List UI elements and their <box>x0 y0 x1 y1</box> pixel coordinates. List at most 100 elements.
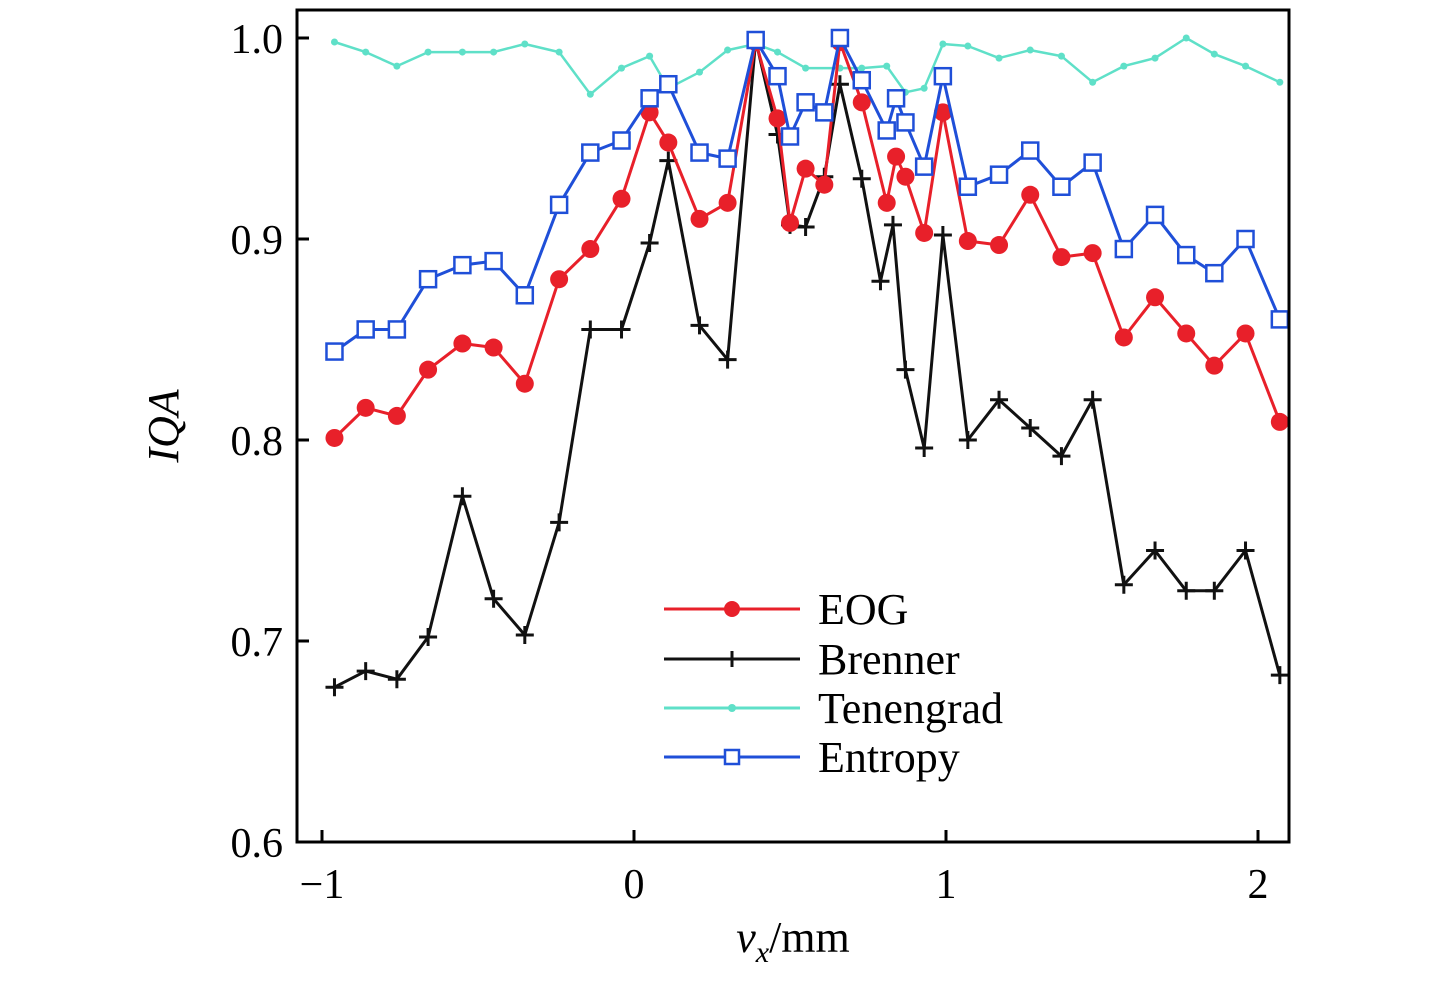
point-brenner-22 <box>883 215 902 234</box>
series-brenner <box>325 31 1289 697</box>
point-eog-4 <box>453 334 472 353</box>
point-brenner-30 <box>1083 390 1102 409</box>
x-tick-label-0: −1 <box>300 862 345 908</box>
point-tenengrad-32 <box>1242 62 1250 70</box>
point-entropy-21 <box>877 121 896 140</box>
point-entropy-23 <box>896 113 915 132</box>
point-eog-29 <box>1052 248 1071 267</box>
point-eog-10 <box>640 103 659 122</box>
x-axis-label: vx/mm <box>736 913 850 969</box>
point-tenengrad-29 <box>1151 54 1159 62</box>
x-axis-var: v <box>736 913 756 962</box>
point-tenengrad-16 <box>802 64 810 72</box>
point-entropy-8 <box>581 143 600 162</box>
point-tenengrad-19 <box>883 62 891 70</box>
point-entropy-9 <box>612 131 631 150</box>
point-eog-8 <box>581 240 600 259</box>
point-eog-28 <box>1021 185 1040 204</box>
point-tenengrad-25 <box>1026 46 1034 54</box>
point-entropy-2 <box>387 320 407 339</box>
point-tenengrad-5 <box>490 48 498 56</box>
point-tenengrad-21 <box>920 84 928 92</box>
point-eog-5 <box>484 338 503 357</box>
series-layer <box>325 28 1290 697</box>
point-entropy-28 <box>1020 141 1040 160</box>
point-entropy-10 <box>640 89 659 108</box>
point-tenengrad-13 <box>724 46 732 54</box>
legend-marker-eog <box>724 601 740 617</box>
point-entropy-24 <box>914 157 934 176</box>
point-eog-25 <box>933 103 952 122</box>
point-brenner-4 <box>453 487 472 506</box>
point-eog-24 <box>915 223 934 242</box>
point-eog-9 <box>612 189 631 208</box>
series-line-tenengrad <box>334 36 1281 96</box>
point-brenner-0 <box>325 678 344 697</box>
point-tenengrad-18 <box>858 64 866 72</box>
point-tenengrad-15 <box>774 48 782 56</box>
legend-marker-tenengrad <box>728 704 736 712</box>
point-entropy-4 <box>453 255 472 275</box>
point-brenner-21 <box>871 272 890 291</box>
point-entropy-16 <box>780 127 800 146</box>
point-eog-22 <box>887 147 906 166</box>
point-tenengrad-24 <box>995 54 1003 62</box>
point-brenner-26 <box>958 431 977 449</box>
point-eog-21 <box>877 193 896 212</box>
y-axis-label: IQA <box>139 388 188 463</box>
point-tenengrad-31 <box>1210 50 1218 58</box>
point-brenner-3 <box>419 627 438 646</box>
point-brenner-25 <box>933 225 952 244</box>
point-brenner-17 <box>796 217 815 236</box>
point-brenner-5 <box>484 589 503 608</box>
point-tenengrad-9 <box>618 64 626 72</box>
point-brenner-12 <box>690 316 709 335</box>
point-brenner-8 <box>581 320 600 339</box>
point-brenner-20 <box>852 169 871 188</box>
x-tick-label-3: 2 <box>1248 862 1269 908</box>
point-tenengrad-7 <box>555 48 563 56</box>
x-axis-unit: /mm <box>769 913 850 962</box>
plot-frame <box>295 8 1291 844</box>
point-eog-7 <box>550 270 569 289</box>
point-brenner-1 <box>356 662 375 681</box>
point-entropy-17 <box>796 93 815 112</box>
x-tick-label-1: 0 <box>624 862 645 908</box>
point-entropy-6 <box>515 286 535 305</box>
point-entropy-14 <box>746 30 765 50</box>
point-eog-27 <box>990 236 1009 255</box>
point-eog-16 <box>781 213 799 232</box>
x-axis-sub: x <box>755 936 770 969</box>
point-eog-15 <box>768 109 787 128</box>
point-entropy-7 <box>549 195 569 215</box>
series-tenengrad <box>330 34 1284 98</box>
point-tenengrad-33 <box>1276 78 1284 86</box>
point-brenner-23 <box>896 360 915 379</box>
point-tenengrad-26 <box>1057 52 1065 60</box>
point-brenner-35 <box>1236 541 1255 560</box>
point-entropy-1 <box>356 320 375 339</box>
point-tenengrad-22 <box>939 40 947 48</box>
y-tick-label-1: 0.7 <box>231 620 284 666</box>
point-tenengrad-12 <box>696 68 704 76</box>
series-line-brenner <box>333 38 1282 689</box>
point-brenner-28 <box>1021 418 1040 437</box>
point-entropy-11 <box>659 74 678 94</box>
point-eog-26 <box>958 232 977 251</box>
point-eog-34 <box>1205 356 1224 375</box>
point-eog-13 <box>718 193 737 212</box>
legend: EOG Brenner Tenengrad Entropy <box>664 585 1003 782</box>
point-tenengrad-2 <box>393 62 401 70</box>
point-tenengrad-30 <box>1182 34 1190 42</box>
point-eog-18 <box>815 175 834 194</box>
point-tenengrad-3 <box>424 48 432 56</box>
legend-label-entropy: Entropy <box>818 733 960 782</box>
point-entropy-25 <box>933 66 953 86</box>
point-eog-1 <box>356 398 375 417</box>
point-brenner-32 <box>1146 541 1165 560</box>
point-entropy-5 <box>484 251 503 271</box>
point-brenner-9 <box>612 320 631 339</box>
point-tenengrad-8 <box>586 90 594 98</box>
point-tenengrad-1 <box>362 48 370 56</box>
point-brenner-34 <box>1205 581 1224 600</box>
